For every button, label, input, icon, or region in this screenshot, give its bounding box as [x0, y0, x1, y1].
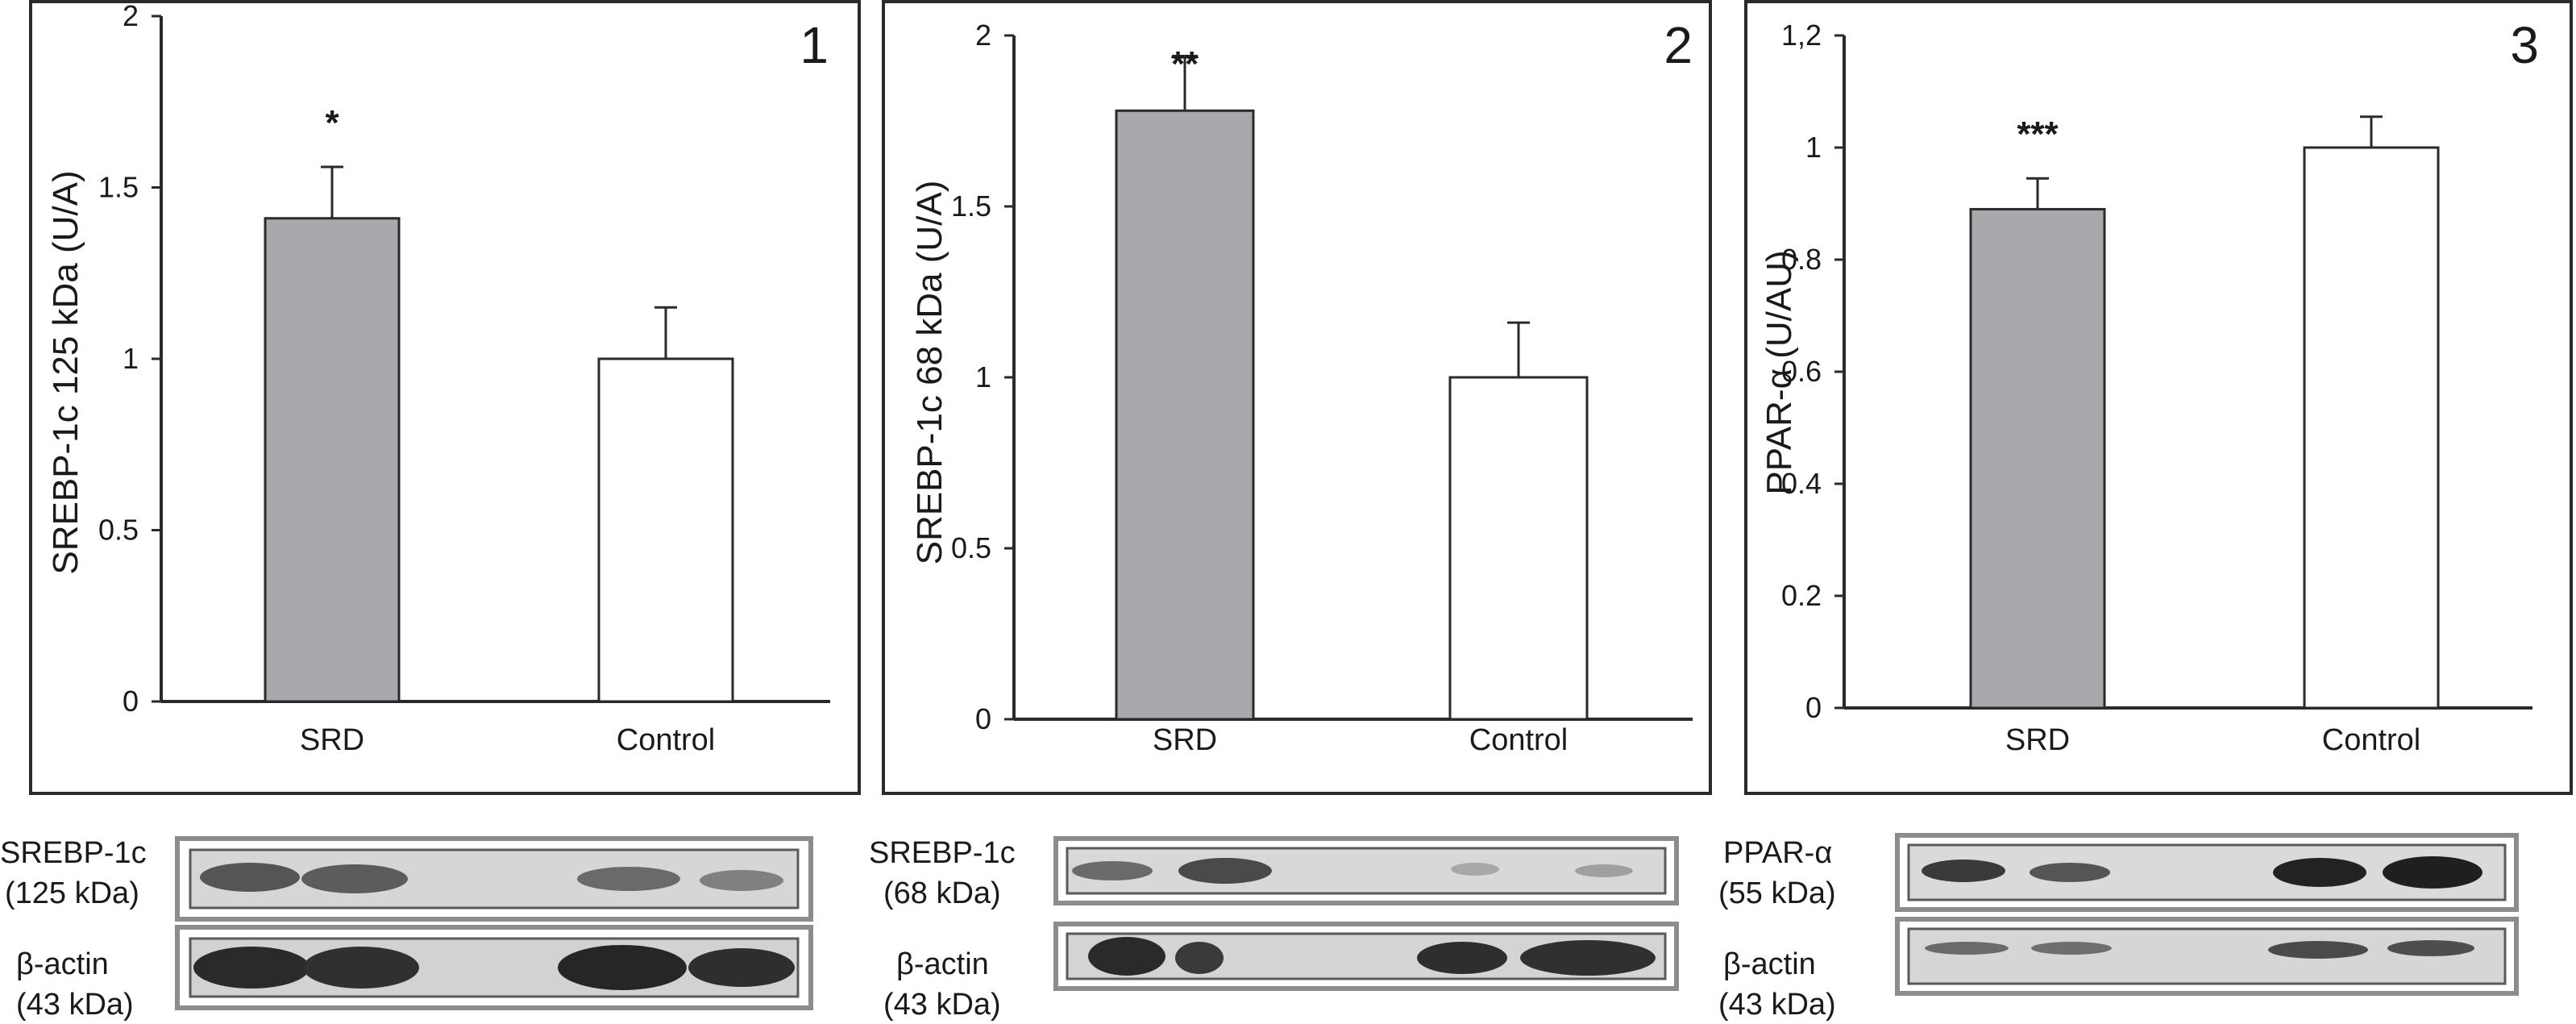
blot-band [1175, 942, 1224, 974]
blot-target-name: PPAR-α [1723, 836, 1832, 870]
blot-target-name: SREBP-1c [869, 836, 1016, 870]
blot-band [1072, 861, 1153, 880]
blot-band [1451, 863, 1499, 876]
bar-srd [264, 217, 401, 703]
y-tick-label: 0.8 [1781, 243, 1822, 276]
panel-frame [29, 0, 861, 795]
chart-panel-1: 1 SREBP-1c 125 kDa (U/A) 0 0.5 1 1.5 2 * SRD Co… [29, 0, 861, 795]
blot-band [193, 947, 310, 989]
blot-control-name: β-actin [896, 947, 989, 981]
blot-target-size: (55 kDa) [1718, 876, 1836, 910]
blot-band [2268, 941, 2368, 959]
blot-control-membrane [1907, 927, 2507, 985]
y-axis-label: SREBP-1c 68 kDa (U/A) [910, 181, 949, 565]
blot-control-name: β-actin [16, 947, 109, 981]
blot-band [2273, 858, 2366, 887]
blot-band [2030, 863, 2110, 882]
blot-band [2383, 856, 2483, 889]
blot-target-size: (68 kDa) [883, 876, 1001, 910]
significance-mark: ** [1171, 44, 1199, 84]
blot-control-size: (43 kDa) [883, 988, 1001, 1022]
blot-band [303, 947, 419, 989]
bar-control [2303, 146, 2440, 710]
y-tick-label: 1 [975, 360, 991, 393]
western-blot-2: SREBP-1c (68 kDa) β-actin (43 kDa) [869, 836, 1679, 1022]
blot-target-membrane [1066, 847, 1667, 895]
bar-control [1448, 376, 1589, 721]
significance-mark: *** [2017, 114, 2059, 154]
y-tick-label: 1,2 [1781, 19, 1822, 52]
y-axis-label: SREBP-1c 125 kDa (U/A) [46, 170, 85, 574]
blot-control-name: β-actin [1723, 947, 1816, 981]
blot-band [1520, 940, 1656, 976]
y-tick-label: 0 [1805, 691, 1822, 724]
blot-band [2387, 940, 2474, 956]
y-tick-label: 1.5 [98, 171, 139, 204]
western-blot-1: SREBP-1c (125 kDa) β-actin (43 kDa) [0, 836, 813, 1022]
panel-frame [1744, 0, 2573, 795]
chart-panel-3: 3 PPAR-α (U/AU) 0 0.2 0.4 0.6 0.8 1 1,2 *** SRD C… [1744, 0, 2573, 795]
y-tick-label: 0 [975, 702, 991, 735]
western-blot-3: PPAR-α (55 kDa) β-actin (43 kDa) [1718, 833, 2519, 1022]
blot-band [577, 867, 680, 891]
blot-band [700, 870, 783, 891]
y-tick-label: 0.5 [951, 531, 991, 564]
blot-band [200, 863, 300, 892]
y-axis-label: PPAR-α (U/AU) [1760, 250, 1799, 494]
blot-band [1575, 864, 1633, 877]
blot-band [301, 864, 408, 893]
panel-number: 2 [1664, 16, 1693, 74]
blot-band [558, 945, 687, 990]
panel-number: 1 [800, 16, 829, 74]
blot-target-name: SREBP-1c [0, 836, 147, 870]
blot-band [1417, 942, 1507, 974]
x-category-label: Control [1469, 723, 1568, 757]
chart-marks: 0 0.5 1 1.5 2 * SRD Control [98, 0, 830, 757]
y-tick-label: 0 [123, 685, 139, 718]
chart-marks: 0 0.2 0.4 0.6 0.8 1 1,2 *** SRD Control [1781, 19, 2532, 757]
x-category-label: SRD [1153, 723, 1217, 757]
y-tick-label: 2 [123, 0, 139, 32]
x-category-label: SRD [2005, 723, 2070, 757]
y-tick-label: 1.5 [951, 189, 991, 223]
y-tick-label: 0.2 [1781, 579, 1822, 612]
blot-band [1178, 858, 1272, 884]
chart-marks: 0 0.5 1 1.5 2 ** SRD Control [951, 19, 1693, 757]
bar-srd [1969, 207, 2106, 710]
blot-target-size: (125 kDa) [5, 876, 139, 910]
blot-band [1088, 937, 1165, 976]
significance-mark: * [325, 103, 339, 143]
y-tick-label: 1 [1805, 131, 1822, 164]
blot-band [1922, 860, 2005, 882]
y-tick-label: 1 [123, 342, 139, 375]
x-category-label: Control [617, 723, 716, 757]
x-category-label: Control [2322, 723, 2421, 757]
y-tick-label: 2 [975, 19, 991, 52]
x-category-label: SRD [300, 723, 364, 757]
bar-srd [1115, 109, 1255, 721]
blot-band [688, 948, 795, 987]
blot-control-size: (43 kDa) [1718, 988, 1836, 1022]
y-tick-label: 0.6 [1781, 355, 1822, 388]
blot-band [1925, 942, 2009, 955]
blot-control-size: (43 kDa) [16, 988, 134, 1022]
panel-number: 3 [2510, 16, 2539, 74]
y-tick-label: 0.5 [98, 514, 139, 547]
y-tick-label: 0.4 [1781, 467, 1822, 500]
chart-panel-2: 2 SREBP-1c 68 kDa (U/A) 0 0.5 1 1.5 2 ** SRD Co… [882, 0, 1712, 795]
bar-control [597, 357, 734, 703]
blot-band [2031, 942, 2112, 955]
